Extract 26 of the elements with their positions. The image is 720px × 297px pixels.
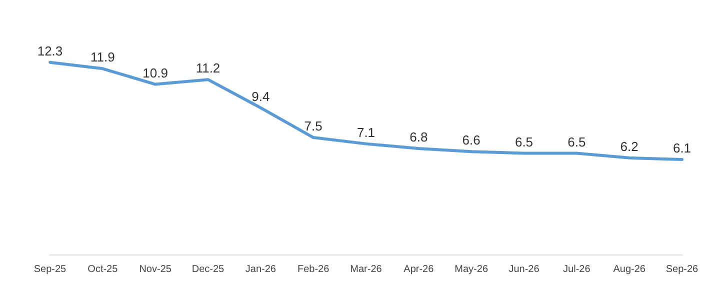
x-tick-label: Apr-26 bbox=[404, 264, 434, 275]
x-tick-label: Sep-25 bbox=[34, 264, 67, 275]
data-label: 6.5 bbox=[514, 134, 534, 150]
x-tick-label: Feb-26 bbox=[297, 264, 330, 275]
data-label: 6.6 bbox=[462, 132, 480, 148]
data-label: 7.5 bbox=[304, 118, 322, 134]
data-label: 12.3 bbox=[37, 43, 63, 58]
x-tick-label: Aug-26 bbox=[613, 264, 646, 275]
x-tick-label: Sep-26 bbox=[666, 264, 699, 275]
x-tick-label: Nov-25 bbox=[139, 264, 172, 275]
x-tick-label: May-26 bbox=[454, 264, 488, 275]
data-label: 11.2 bbox=[196, 60, 220, 76]
data-label: 6.2 bbox=[620, 138, 638, 154]
data-label: 6.8 bbox=[410, 130, 428, 145]
data-label: 6.5 bbox=[568, 134, 586, 150]
x-tick-label: Dec-25 bbox=[192, 264, 225, 275]
data-label: 7.1 bbox=[356, 124, 376, 140]
data-label: 6.1 bbox=[672, 140, 692, 156]
x-tick-label: Oct-25 bbox=[88, 264, 118, 275]
data-label: 10.9 bbox=[142, 65, 168, 80]
x-tick-label: Jan-26 bbox=[245, 264, 276, 275]
data-label: 11.9 bbox=[90, 50, 115, 65]
x-tick-label: Jul-26 bbox=[563, 264, 591, 275]
x-tick-label: Mar-26 bbox=[350, 264, 382, 275]
x-tick-label: Jun-26 bbox=[508, 264, 540, 275]
data-label: 9.4 bbox=[252, 88, 270, 104]
